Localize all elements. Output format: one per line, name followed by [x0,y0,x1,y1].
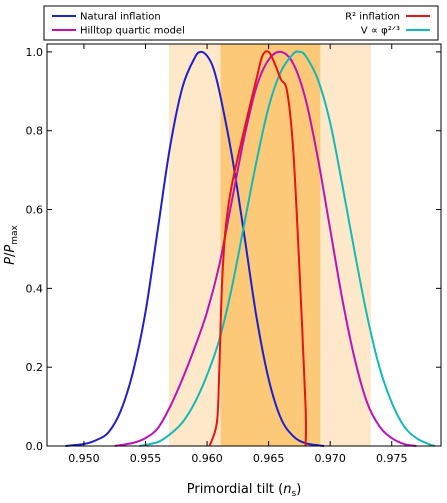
plot-area: 0.950 0.955 0.960 0.965 0.970 0.975 0.0 0.2 0.4 0… [26,43,442,465]
bands-layer [168,44,371,446]
x-axis-label: Primordial tilt (ns) [187,482,302,499]
series-line-r-inflation [208,50,308,447]
legend-entries: Natural inflation Hilltop quartic model R²… [52,12,430,37]
legend: Natural inflation Hilltop quartic model R²… [43,5,439,41]
y-axis-label: P/Pmax [3,224,20,264]
legend-label-right-0: R² inflation [345,12,400,23]
series-line-v- [139,50,436,447]
x-tick-label-5: 0.975 [376,452,408,465]
y-tick-label-2: 0.4 [26,282,44,295]
series-layer [65,50,436,447]
y-tick-label-3: 0.6 [26,204,44,217]
x-tick-label-1: 0.955 [130,452,162,465]
x-tick-label-3: 0.965 [253,452,285,465]
plot-frame [46,43,442,447]
series-line-hilltop-quartic-model [114,50,417,447]
legend-label-right-1: V ∝ φ²ᐟ³ [361,26,400,37]
y-tick-label-0: 0.0 [26,440,44,453]
legend-frame [43,5,439,41]
x-tick-label-2: 0.960 [191,452,223,465]
legend-label-left-1: Hilltop quartic model [80,26,185,37]
y-tick-label-5: 1.0 [26,46,44,59]
series-line-natural-inflation [65,50,325,447]
x-tick-label-0: 0.950 [68,452,100,465]
legend-label-left-0: Natural inflation [80,12,161,23]
y-tick-label-1: 0.2 [26,361,44,374]
x-tick-label-4: 0.970 [314,452,346,465]
ticks-layer: 0.950 0.955 0.960 0.965 0.970 0.975 0.0 0.2 0.4 0… [26,44,441,465]
y-tick-label-4: 0.8 [26,125,44,138]
